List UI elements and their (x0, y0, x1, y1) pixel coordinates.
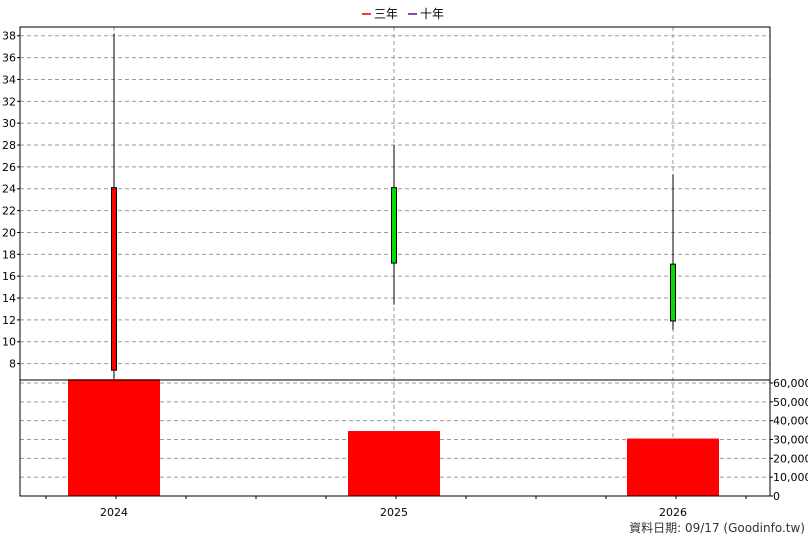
volume-tick-label: 10,000 (773, 471, 808, 484)
volume-tick-label: 60,000 (773, 377, 808, 390)
x-tick-labels: 2024 2025 2026 (100, 506, 687, 519)
price-tick-label: 24 (2, 183, 16, 196)
price-tick-label: 28 (2, 139, 16, 152)
price-tick-label: 16 (2, 270, 16, 283)
price-tick-label: 8 (9, 358, 16, 371)
legend: 三年 十年 (362, 7, 444, 21)
footer-source: 資料日期: 09/17 (Goodinfo.tw) (629, 521, 805, 535)
price-tick-label: 20 (2, 226, 16, 239)
legend-item-0: 三年 (362, 7, 398, 21)
volume-bar-2026 (627, 438, 719, 496)
volume-bar-2024 (68, 379, 160, 496)
volume-tick-label: 50,000 (773, 396, 808, 409)
volume-tick-label: 30,000 (773, 434, 808, 447)
price-tick-label: 26 (2, 161, 16, 174)
legend-label: 三年 (374, 7, 398, 21)
volume-tick-label: 0 (773, 490, 780, 503)
axes (17, 26, 773, 499)
legend-label: 十年 (420, 7, 444, 21)
price-tick-label: 36 (2, 52, 16, 65)
candle-body-2026 (670, 263, 676, 322)
price-tick-labels: 8 10 12 14 16 18 20 22 24 26 28 30 32 34 36 38 (2, 30, 16, 371)
x-tick-label: 2026 (659, 506, 687, 519)
price-tick-label: 34 (2, 73, 16, 86)
price-tick-label: 12 (2, 314, 16, 327)
legend-item-1: 十年 (408, 7, 444, 21)
candle-body-2024 (111, 187, 117, 371)
price-tick-label: 32 (2, 95, 16, 108)
volume-bars (68, 379, 719, 496)
candle-body-2025 (391, 187, 397, 264)
price-tick-label: 38 (2, 30, 16, 43)
price-tick-label: 18 (2, 248, 16, 261)
volume-tick-labels: 0 10,000 20,000 30,000 40,000 50,000 60,000 (773, 377, 808, 503)
candles (111, 33, 676, 379)
x-tick-label: 2025 (380, 506, 408, 519)
x-tick-label: 2024 (100, 506, 128, 519)
volume-tick-label: 20,000 (773, 452, 808, 465)
plot-frame (19, 26, 771, 497)
price-tick-label: 30 (2, 117, 16, 130)
price-tick-label: 14 (2, 292, 16, 305)
price-tick-label: 22 (2, 205, 16, 218)
volume-bar-2025 (348, 431, 440, 496)
volume-tick-label: 40,000 (773, 415, 808, 428)
price-tick-label: 10 (2, 336, 16, 349)
